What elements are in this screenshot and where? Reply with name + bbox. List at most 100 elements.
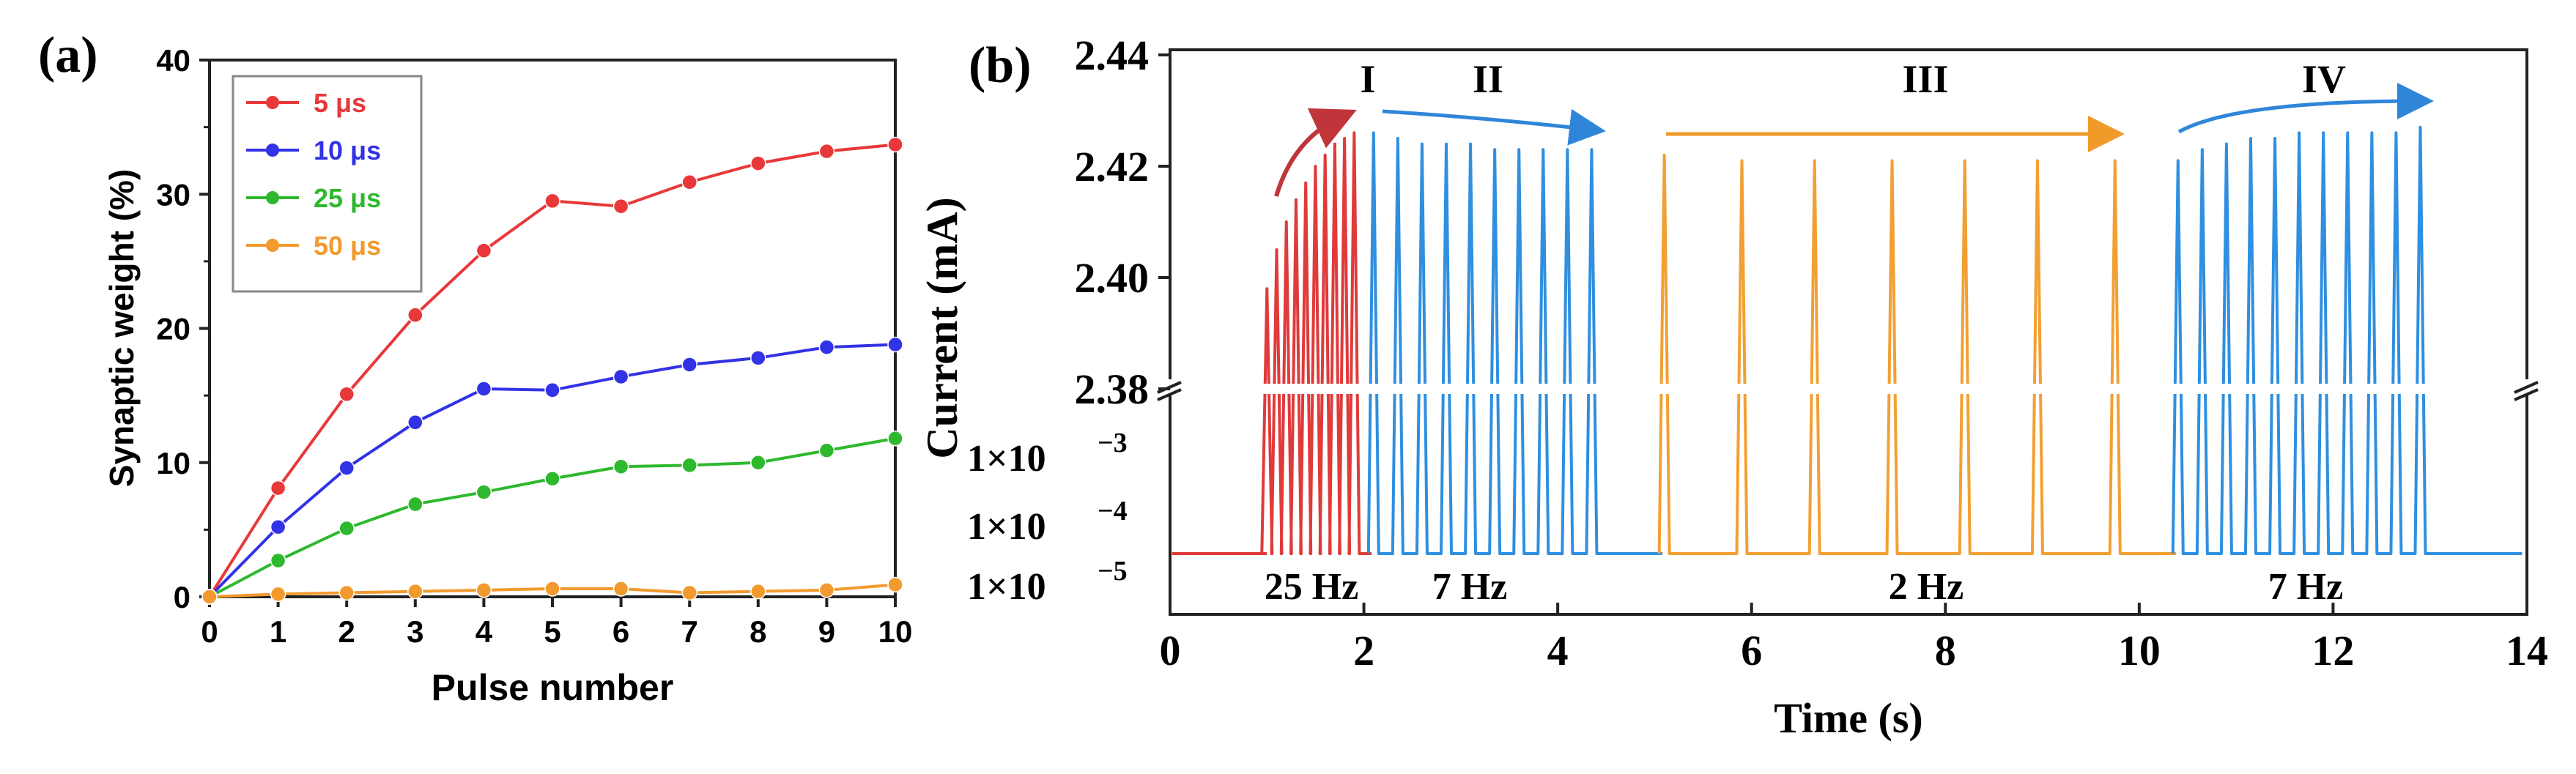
a-series-0-point [475,242,492,258]
legend-label-25us: 25 μs [314,183,381,213]
a-series-3-point [818,582,835,598]
a-series-2-point [338,520,355,537]
legend-box [232,75,423,293]
panel-b-x-ticks: 0 2 4 6 8 10 12 14 [1160,603,2548,674]
a-series-1-point [338,460,355,476]
a-series-3-point [338,584,355,601]
panel-a: (a) 0 10 20 30 40 0 1 2 3 4 5 6 7 8 9 10 5 μs 10 μs 25… [38,27,912,708]
b-ytick-label-log: 1×10 [967,506,1046,548]
axis-break-mark-right-2 [2514,388,2539,401]
b-segment-3-trace [1657,153,2177,555]
b-xtick-label: 4 [1547,627,1569,674]
a-series-line-2 [209,436,896,598]
b-ytick-label: 2.44 [1075,31,1150,79]
b-segment-4-frequency-label: 7 Hz [2268,566,2344,608]
a-ytick-label: 10 [156,446,190,480]
b-ytick-exponent: −4 [1098,496,1128,526]
panel-b-break-band [1187,384,2512,394]
a-series-3-point [612,581,629,597]
b-segment-3-roman-label: III [1902,57,1948,101]
a-series-3-point [201,589,218,605]
b-ytick-exponent: −5 [1098,556,1128,587]
a-series-2-point [270,552,286,569]
panel-b-series [1172,125,2523,555]
b-ytick-exponent: −3 [1098,428,1128,458]
b-xtick-label: 0 [1160,627,1181,674]
a-ytick-label: 20 [156,312,190,346]
b-segment-2-trace [1366,131,1663,555]
legend-swatch-50us-marker [266,239,279,252]
a-series-0-point [750,155,766,171]
legend-entry-50us: 50 μs [246,231,381,261]
a-series-2-point [407,496,423,513]
legend-swatch-25us-marker [266,191,279,204]
panel-a-y-ticks: 0 10 20 30 40 [156,43,210,614]
panel-a-y-axis-label: Synaptic weight (%) [103,169,141,487]
legend-label-5us: 5 μs [314,88,366,118]
b-arrow-I [1274,108,1357,197]
a-series-1-point [681,357,697,373]
a-series-3-point [407,583,423,600]
legend-label-10us: 10 μs [314,135,381,165]
a-xtick-label: 5 [544,614,560,649]
axis-break-mark-right-1 [2514,381,2539,394]
axis-break-mark-left-2 [1157,388,1182,401]
a-series-1-point [270,518,286,535]
b-arrow-II [1382,108,1606,146]
a-series-1-point [407,414,423,431]
a-xtick-label: 3 [407,614,423,649]
legend-label-50us: 50 μs [314,231,381,261]
a-series-1-point [887,336,903,353]
panel-a-legend: 5 μs 10 μs 25 μs 50 μs [232,75,423,293]
b-xtick-label: 2 [1353,627,1374,674]
b-segment-1-roman-label: I [1360,57,1375,101]
panel-b-label: (b) [969,37,1032,94]
panel-b-y-axis-label: Current (mA) [918,197,966,458]
a-xtick-label: 7 [681,614,698,649]
panel-b-annotations: I 25 Hz II 7 Hz III 2 Hz IV 7 Hz [1265,57,2434,608]
a-series-0-point [407,307,423,323]
a-xtick-label: 2 [338,614,355,649]
b-ytick-label-log: 1×10 [967,566,1046,608]
panel-b-axis-break [1157,379,2539,401]
legend-swatch-10us-marker [266,144,279,157]
legend-entry-5us: 5 μs [246,88,366,118]
a-series-0-point [681,174,697,190]
a-series-1-point [475,381,492,397]
a-series-3-point [750,583,766,600]
b-segment-4-trace [2171,125,2523,555]
panel-a-label: (a) [38,27,98,83]
a-series-2-point [544,470,560,487]
b-xtick-label: 6 [1741,627,1762,674]
a-series-2-point [887,431,903,447]
a-series-2-point [475,484,492,500]
b-xtick-label: 14 [2506,627,2548,674]
a-series-3-point [887,576,903,593]
a-xtick-label: 10 [878,614,913,649]
a-xtick-label: 6 [612,614,629,649]
a-xtick-label: 1 [270,614,286,649]
a-series-2-point [818,442,835,459]
panel-b: (b) 2.44 2.42 2.40 2.38 1×10 −3 1×10 −4 1×10 −5 0… [918,31,2548,742]
a-series-0-point [612,198,629,215]
a-series-3-point [681,584,697,601]
a-ytick-label: 40 [156,43,190,78]
b-xtick-label: 8 [1935,627,1956,674]
panel-a-x-axis-label: Pulse number [432,667,674,708]
a-series-1-point [612,368,629,385]
b-segment-1-frequency-label: 25 Hz [1265,566,1359,608]
b-ytick-label: 2.38 [1075,365,1150,413]
panel-a-series [201,136,903,605]
panel-b-x-axis-label: Time (s) [1774,694,1923,742]
a-series-3-point [544,581,560,597]
a-series-2-point [612,458,629,475]
legend-entry-25us: 25 μs [246,183,381,213]
a-series-3-point [475,582,492,598]
a-xtick-label: 9 [818,614,835,649]
a-series-0-point [338,386,355,403]
b-segment-3-frequency-label: 2 Hz [1889,566,1964,608]
a-xtick-label: 8 [750,614,766,649]
a-series-1-point [544,382,560,398]
a-series-0-point [887,136,903,153]
